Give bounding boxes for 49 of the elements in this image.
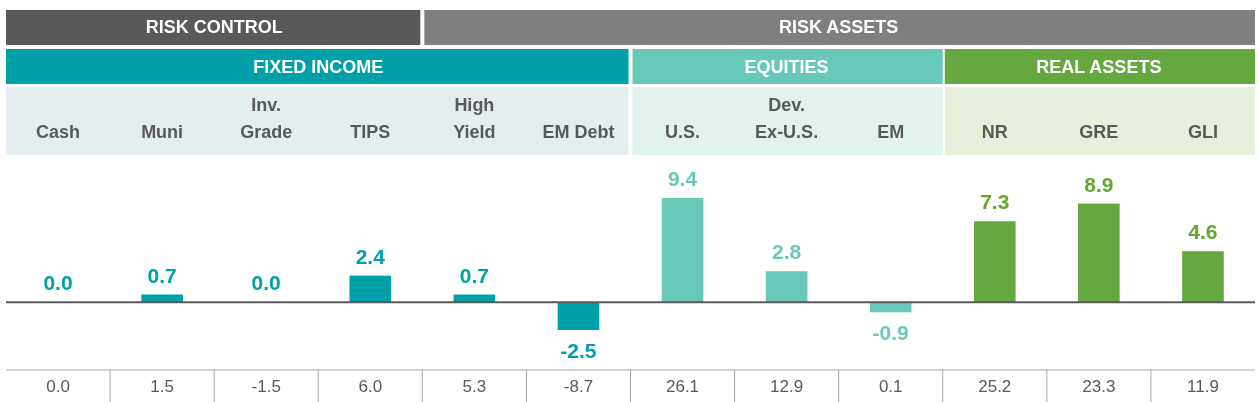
x-tick-label: Dev. Ex-U.S.	[755, 95, 819, 142]
x-tick-label: TIPS	[350, 122, 391, 142]
bar	[973, 221, 1016, 303]
text: 12.9	[770, 377, 804, 396]
x-tick-label: Inv. Grade	[240, 95, 293, 142]
bar	[349, 275, 392, 303]
data-label: 2.8	[772, 240, 802, 264]
data-label: 0.0	[251, 271, 281, 295]
bar	[1078, 203, 1120, 303]
data-label: 0.7	[147, 263, 177, 287]
x-tick-label: High Yield	[453, 95, 496, 142]
x-tick-label: U.S.	[665, 122, 701, 142]
text: -1.5	[251, 377, 281, 396]
x-tick-label: GLI	[1187, 122, 1218, 142]
text: FIXED INCOME	[253, 57, 384, 77]
x-tick-label: Muni	[141, 122, 184, 142]
bar	[765, 271, 808, 303]
text: EQUITIES	[744, 57, 829, 77]
text: 1.5	[150, 377, 174, 396]
data-label: 7.3	[980, 190, 1010, 214]
text: 0.0	[46, 377, 70, 396]
bar	[661, 198, 704, 303]
x-tick-label: NR	[981, 122, 1008, 142]
bar	[1182, 251, 1224, 303]
text: 26.1	[665, 377, 700, 396]
text: -8.7	[563, 377, 594, 396]
text: 6.0	[358, 377, 383, 396]
text: 23.3	[1082, 377, 1116, 396]
x-tick-label: EM Debt	[542, 122, 615, 142]
data-label: 2.4	[355, 244, 386, 268]
x-tick-label: EM	[877, 122, 905, 142]
text: REAL ASSETS	[1036, 57, 1162, 77]
text: 0.1	[878, 377, 903, 396]
x-tick-label: Cash	[36, 122, 81, 142]
data-label: 0.0	[43, 271, 73, 295]
data-label: -0.9	[872, 321, 909, 345]
data-label: 9.4	[667, 167, 698, 190]
text: RISK CONTROL	[145, 17, 283, 37]
data-label: -2.5	[560, 339, 597, 362]
data-label: 0.7	[459, 263, 489, 287]
data-label: 4.6	[1188, 220, 1218, 244]
bar	[869, 302, 912, 313]
text: 11.9	[1187, 377, 1219, 396]
text: 5.3	[462, 377, 487, 396]
text: RISK ASSETS	[778, 17, 899, 37]
data-label: 8.9	[1084, 172, 1114, 196]
bar	[557, 302, 600, 330]
x-tick-label: GRE	[1079, 122, 1119, 142]
text: 25.2	[978, 377, 1012, 396]
